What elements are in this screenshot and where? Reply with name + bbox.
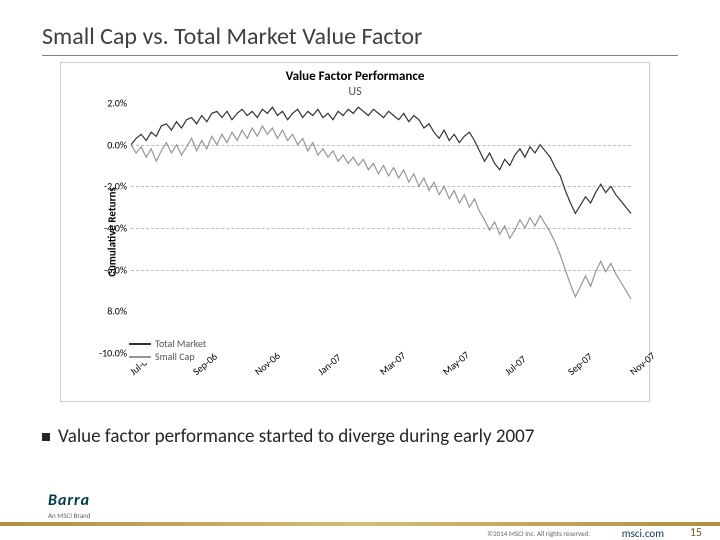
legend-swatch bbox=[129, 343, 151, 345]
brand-logo: Barra bbox=[48, 491, 90, 510]
y-tick-label: 0.0% bbox=[87, 138, 127, 151]
legend-item-total-market: Total Market bbox=[129, 337, 206, 350]
copyright-text: ©2014 MSCI Inc. All rights reserved. bbox=[487, 529, 590, 538]
chart-legend: Total Market Small Cap bbox=[129, 337, 206, 363]
grid-line bbox=[131, 228, 631, 229]
y-tick-label: 8.0% bbox=[87, 305, 127, 318]
slide-footer: Barra An MSCI Brand ©2014 MSCI Inc. All … bbox=[0, 484, 720, 540]
y-tick-label: -2.0% bbox=[87, 180, 127, 193]
title-rule bbox=[42, 55, 678, 56]
y-tick-label: -6.0% bbox=[87, 263, 127, 276]
page-number: 15 bbox=[690, 526, 702, 540]
legend-label: Small Cap bbox=[155, 350, 195, 363]
grid-line bbox=[131, 270, 631, 271]
footer-accent-bar bbox=[0, 522, 720, 526]
bullet-marker-icon bbox=[42, 433, 50, 441]
y-tick-label: -4.0% bbox=[87, 222, 127, 235]
plot-region: 2.0%0.0%-2.0%-4.0%-6.0%8.0%-10.0%Jul-06S… bbox=[131, 103, 631, 353]
bullet-text: Value factor performance started to dive… bbox=[58, 425, 534, 448]
y-tick-label: 2.0% bbox=[87, 97, 127, 110]
series-line bbox=[131, 107, 631, 213]
site-link: msci.com bbox=[622, 527, 664, 540]
series-line bbox=[131, 126, 631, 299]
x-tick-label: Nov-06 bbox=[252, 349, 283, 378]
x-tick-label: Nov-07 bbox=[627, 349, 658, 378]
brand-subtitle: An MSCI Brand bbox=[48, 511, 90, 520]
legend-label: Total Market bbox=[155, 337, 206, 350]
chart-title: Value Factor Performance bbox=[61, 69, 649, 84]
legend-swatch bbox=[129, 356, 151, 358]
slide-title: Small Cap vs. Total Market Value Factor bbox=[42, 22, 422, 51]
legend-item-small-cap: Small Cap bbox=[129, 350, 206, 363]
x-tick-label: Mar-07 bbox=[377, 349, 408, 378]
grid-line bbox=[131, 186, 631, 187]
bullet-point: Value factor performance started to dive… bbox=[42, 425, 534, 448]
y-tick-label: -10.0% bbox=[87, 347, 127, 360]
value-factor-chart: Value Factor Performance US Cumulative R… bbox=[60, 62, 650, 402]
x-tick-label: Sep-07 bbox=[565, 350, 595, 378]
x-tick-label: Jan-07 bbox=[315, 351, 344, 378]
x-tick-label: Jul-07 bbox=[502, 353, 529, 378]
chart-subtitle: US bbox=[61, 85, 649, 99]
grid-line bbox=[131, 145, 631, 146]
